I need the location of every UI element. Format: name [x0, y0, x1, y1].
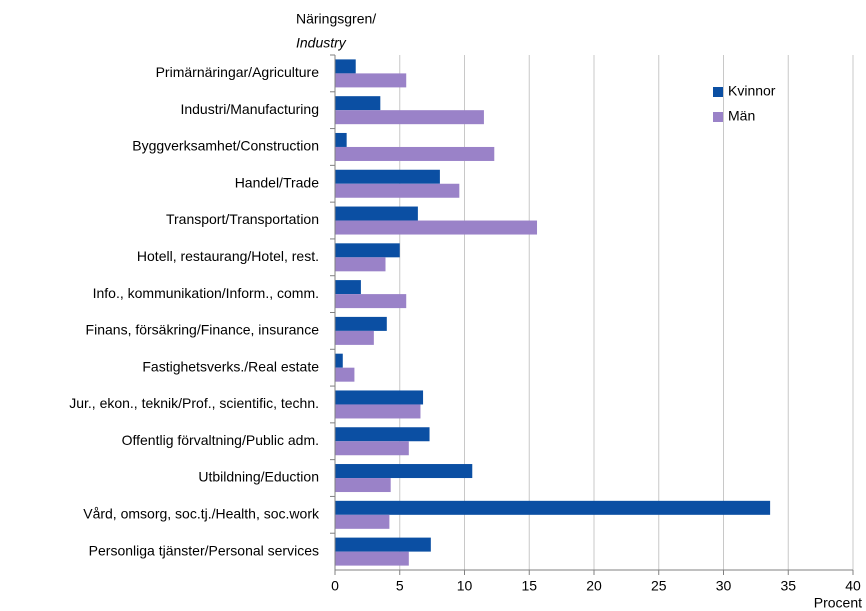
y-tick-label: Info., kommunikation/Inform., comm.: [93, 285, 319, 301]
y-tick-label: Vård, omsorg, soc.tj./Health, soc.work: [83, 506, 320, 522]
y-tick-label: Hotell, restaurang/Hotel, rest.: [137, 248, 319, 264]
bar: [335, 96, 381, 111]
x-tick-label: 10: [457, 578, 473, 594]
bar: [335, 367, 355, 382]
bar: [335, 183, 460, 198]
y-tick-label: Transport/Transportation: [166, 211, 319, 227]
bar: [335, 146, 495, 161]
x-tick-label: 20: [586, 578, 602, 594]
bar: [335, 257, 386, 272]
bar: [335, 464, 473, 479]
bar: [335, 73, 407, 88]
bar: [335, 206, 418, 221]
y-tick-label: Offentlig förvaltning/Public adm.: [122, 432, 319, 448]
bar: [335, 404, 421, 419]
bar: [335, 294, 407, 309]
bar: [335, 59, 356, 74]
bar: [335, 514, 390, 529]
bar: [335, 220, 538, 235]
y-tick-label: Utbildning/Eduction: [198, 469, 319, 485]
bar: [335, 169, 440, 184]
bar: [335, 427, 430, 442]
y-tick-label: Primärnäringar/Agriculture: [156, 64, 320, 80]
y-tick-label: Personliga tjänster/Personal services: [89, 542, 319, 558]
bar: [335, 441, 409, 456]
bar: [335, 353, 343, 368]
x-tick-label: 40: [845, 578, 861, 594]
bar: [335, 537, 431, 552]
x-axis-label: Procent: [814, 595, 862, 611]
bar: [335, 478, 391, 493]
y-tick-label: Industri/Manufacturing: [180, 101, 319, 117]
bar: [335, 330, 374, 345]
legend-label: Män: [728, 108, 755, 124]
x-tick-label: 25: [651, 578, 667, 594]
bar: [335, 551, 409, 566]
y-axis-label-en: Industry: [296, 35, 347, 51]
x-tick-label: 30: [716, 578, 732, 594]
bar: [335, 500, 771, 515]
y-tick-label: Byggverksamhet/Construction: [132, 138, 319, 154]
y-tick-label: Finans, försäkring/Finance, insurance: [86, 322, 320, 338]
bar: [335, 316, 387, 331]
legend-swatch: [713, 112, 723, 122]
x-tick-label: 15: [521, 578, 537, 594]
bar: [335, 132, 347, 147]
bar: [335, 110, 484, 125]
y-axis-label: Näringsgren/: [296, 11, 376, 27]
y-tick-label: Handel/Trade: [235, 174, 320, 190]
x-tick-label: 0: [331, 578, 339, 594]
y-tick-label: Jur., ekon., teknik/Prof., scientific, t…: [69, 395, 319, 411]
bar: [335, 243, 400, 258]
x-tick-label: 35: [780, 578, 796, 594]
bar: [335, 390, 424, 405]
legend-label: Kvinnor: [728, 83, 776, 99]
x-tick-label: 5: [396, 578, 404, 594]
legend-swatch: [713, 87, 723, 97]
y-tick-label: Fastighetsverks./Real estate: [142, 358, 319, 374]
bar: [335, 280, 361, 295]
